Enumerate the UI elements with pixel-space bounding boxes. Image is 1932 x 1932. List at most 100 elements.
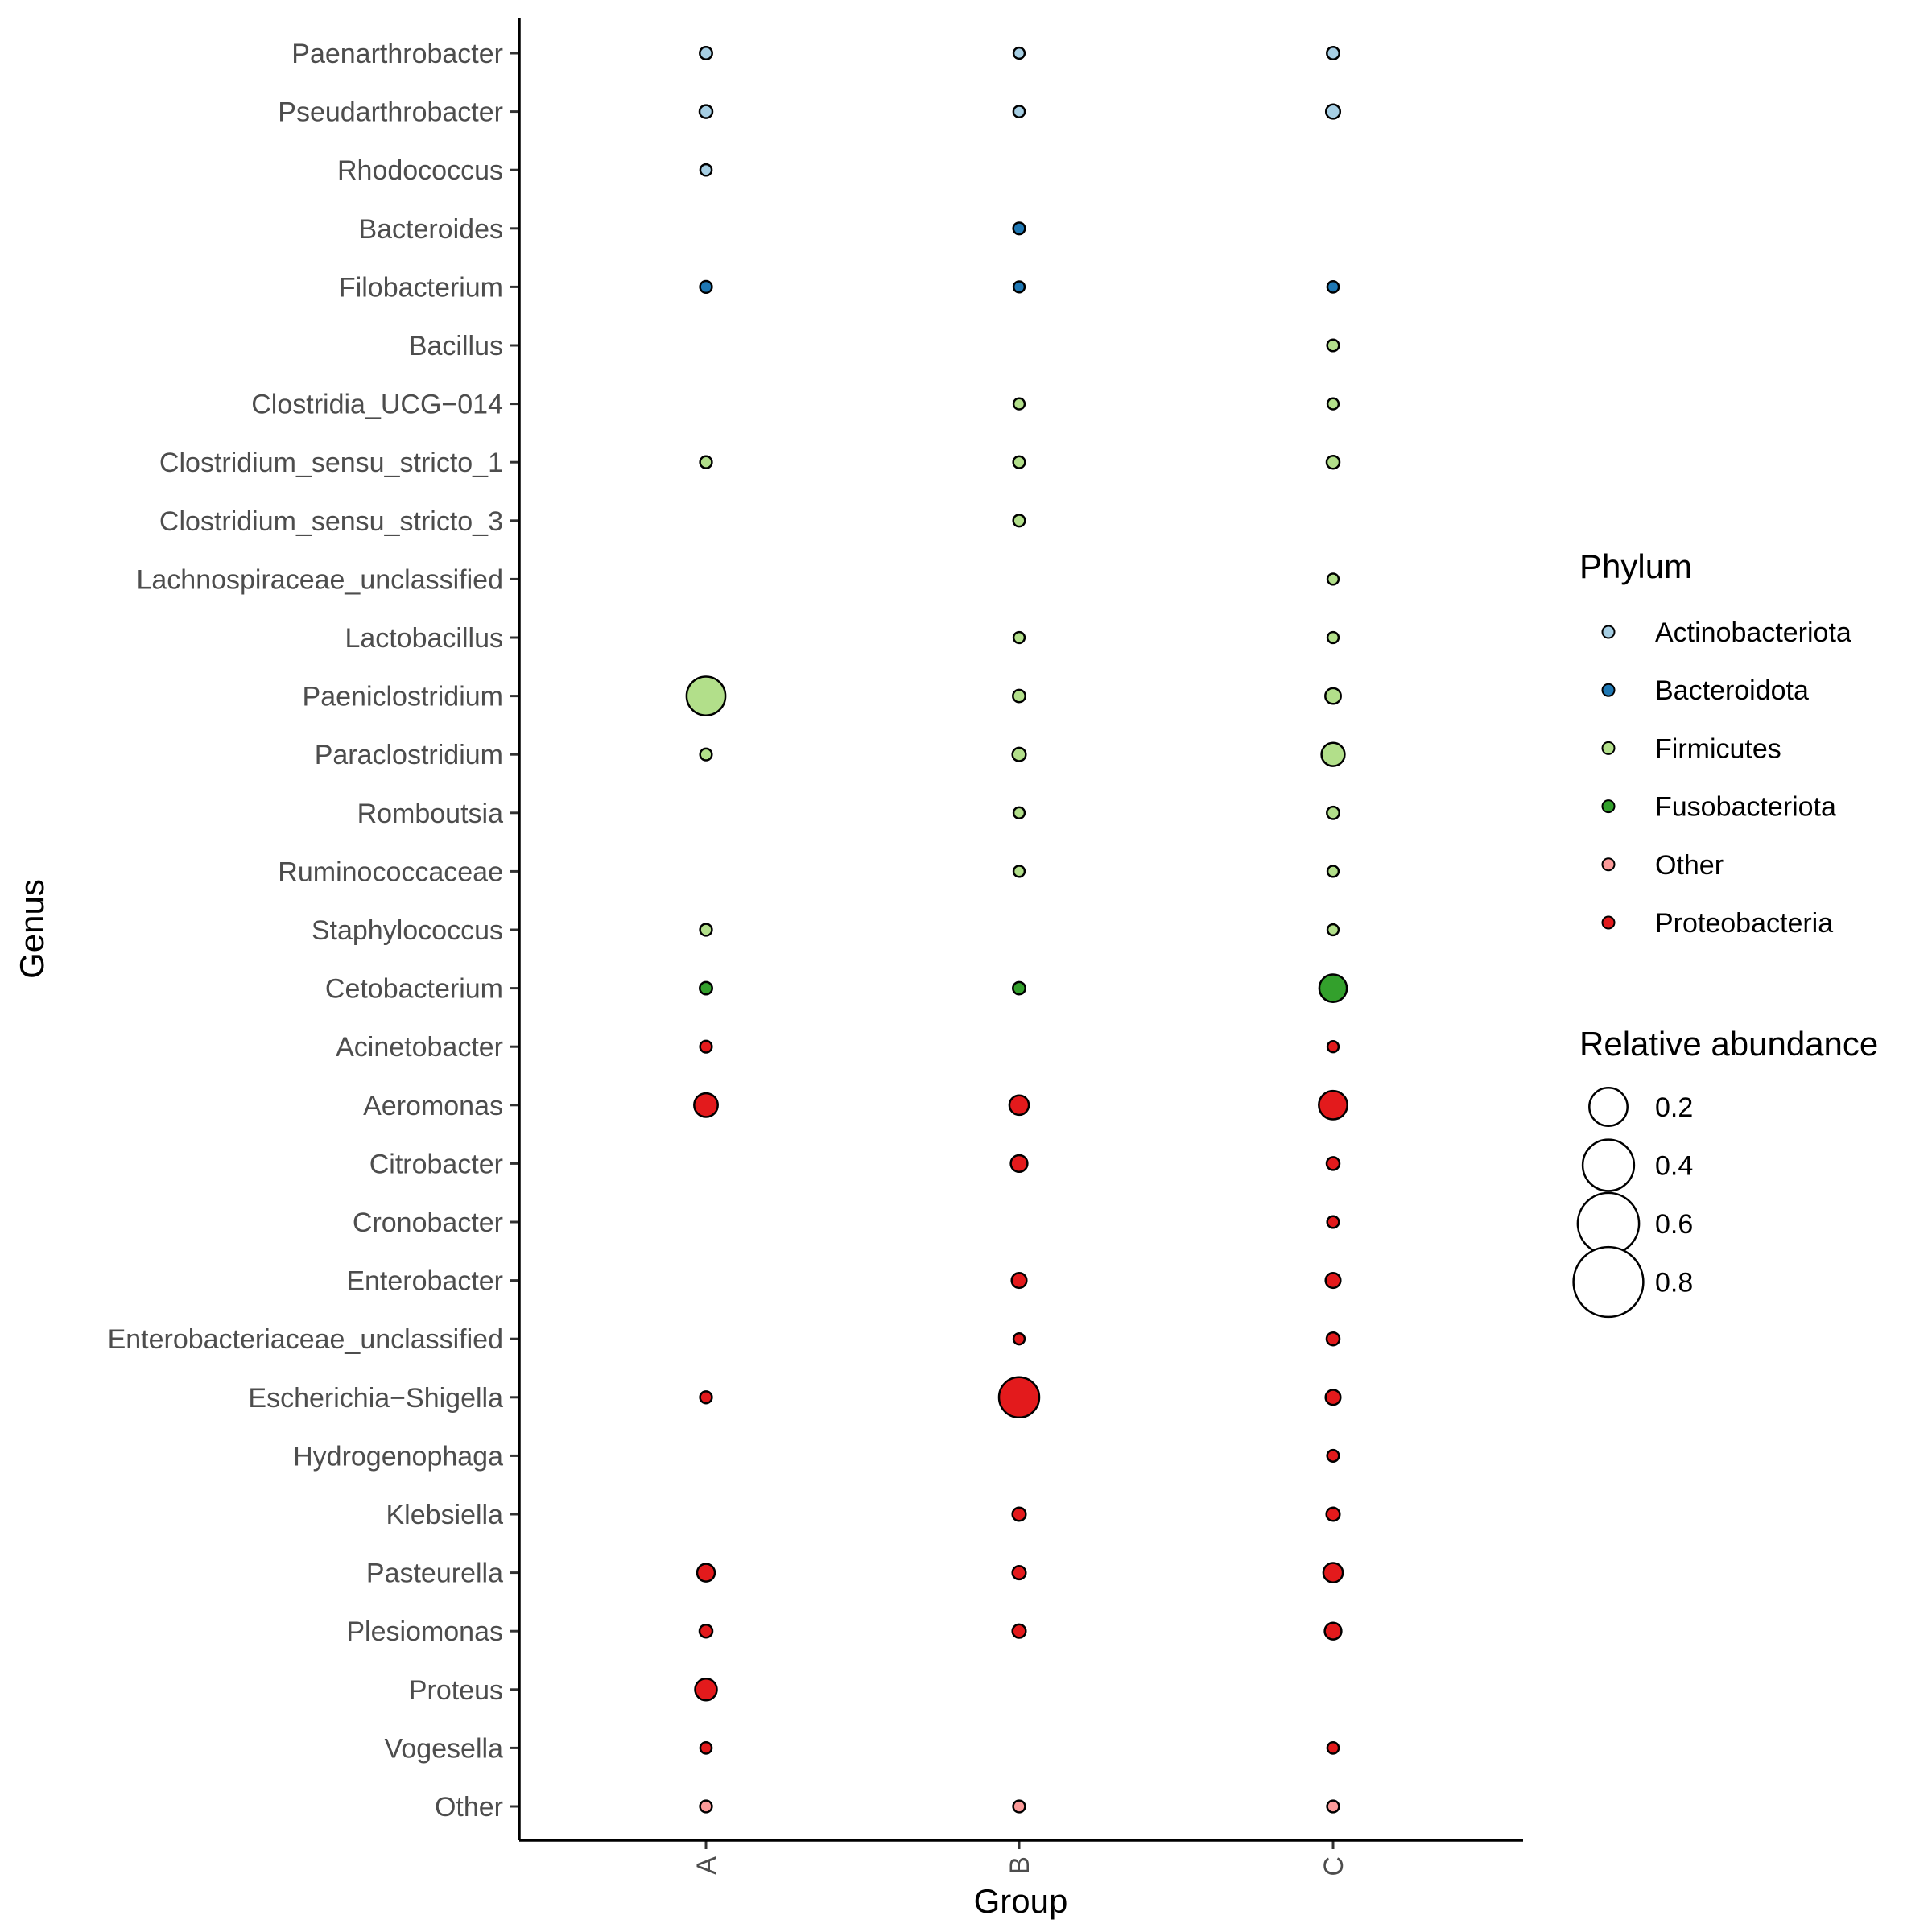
point-paeniclostridium-a xyxy=(685,675,727,716)
point-proteus-a xyxy=(694,1678,718,1702)
legend-label-firmicutes: Firmicutes xyxy=(1655,733,1781,764)
point-aeromonas-b xyxy=(1008,1094,1030,1117)
y-tick-label-aeromonas: Aeromonas xyxy=(363,1091,503,1121)
point-paenarthrobacter-a xyxy=(699,46,713,60)
y-tick-label-romboutsia: Romboutsia xyxy=(357,799,504,829)
size-legend-label: 0.4 xyxy=(1655,1151,1693,1182)
point-vogesella-c xyxy=(1326,1741,1340,1755)
point-cetobacterium-b xyxy=(1012,980,1026,996)
y-tick-label-cronobacter: Cronobacter xyxy=(353,1208,503,1238)
y-tick-label-paenarthrobacter: Paenarthrobacter xyxy=(291,39,503,69)
point-escherichia-shigella-a xyxy=(699,1390,713,1405)
point-paraclostridium-b xyxy=(1011,746,1027,762)
y-tick-label-vogesella: Vogesella xyxy=(385,1733,504,1764)
point-enterobacteriaceae-unclassified-c xyxy=(1325,1331,1341,1347)
size-legend-key xyxy=(1581,1138,1636,1192)
point-cetobacterium-c xyxy=(1318,973,1348,1003)
x-axis-title: Group xyxy=(974,1882,1068,1920)
point-enterobacter-b xyxy=(1010,1272,1028,1290)
y-tick-label-bacteroides: Bacteroides xyxy=(358,214,503,245)
legend-label-bacteroidota: Bacteroidota xyxy=(1655,675,1809,706)
point-rhodococcus-a xyxy=(699,163,713,177)
point-pseudarthrobacter-c xyxy=(1324,103,1342,120)
x-axis-ticks: A B C xyxy=(691,1840,1349,1876)
x-tick-label-a: A xyxy=(691,1856,722,1875)
point-other-b xyxy=(1012,1799,1026,1814)
point-romboutsia-b xyxy=(1012,806,1026,819)
point-ruminococcaceae-b xyxy=(1012,865,1026,878)
legend-label-fusobacteriota: Fusobacteriota xyxy=(1655,792,1836,823)
point-escherichia-shigella-b xyxy=(997,1376,1041,1419)
point-filobacterium-c xyxy=(1326,280,1340,294)
y-axis-ticks: Paenarthrobacter Pseudarthrobacter Rhodoco… xyxy=(108,39,519,1823)
y-tick-label-cetobacterium: Cetobacterium xyxy=(325,974,503,1005)
y-tick-label-rhodococcus: Rhodococcus xyxy=(337,155,503,186)
size-legend-label: 0.6 xyxy=(1655,1209,1693,1240)
point-paeniclostridium-b xyxy=(1012,688,1026,704)
y-tick-label-pseudarthrobacter: Pseudarthrobacter xyxy=(278,97,503,128)
point-lactobacillus-c xyxy=(1326,630,1340,645)
y-tick-label-staphylococcus: Staphylococcus xyxy=(312,915,503,946)
y-tick-label-lactobacillus: Lactobacillus xyxy=(345,623,503,654)
point-staphylococcus-c xyxy=(1326,923,1340,937)
legend-key-firmicutes xyxy=(1601,741,1616,755)
point-acinetobacter-c xyxy=(1326,1040,1340,1054)
legend-key-fusobacteriota xyxy=(1601,799,1616,814)
point-klebsiella-b xyxy=(1011,1506,1027,1522)
point-aeromonas-c xyxy=(1318,1089,1348,1121)
point-pasteurella-b xyxy=(1011,1565,1027,1581)
point-pseudarthrobacter-b xyxy=(1012,105,1026,118)
size-legend-key xyxy=(1588,1087,1629,1127)
point-other-c xyxy=(1326,1799,1340,1814)
point-lactobacillus-b xyxy=(1012,630,1026,645)
point-enterobacteriaceae-unclassified-b xyxy=(1012,1332,1026,1346)
size-legend-items: 0.2 0.4 0.6 0.8 xyxy=(1572,1087,1693,1319)
point-paenarthrobacter-c xyxy=(1326,46,1340,60)
point-paenarthrobacter-b xyxy=(1012,46,1026,60)
y-tick-label-filobacterium: Filobacterium xyxy=(339,272,503,303)
y-tick-label-clostridium-sensu-stricto-1: Clostridium_sensu_stricto_1 xyxy=(159,448,503,478)
y-tick-label-ruminococcaceae: Ruminococcaceae xyxy=(278,857,503,887)
point-aeromonas-a xyxy=(693,1092,719,1118)
point-enterobacter-c xyxy=(1324,1272,1342,1290)
point-pasteurella-c xyxy=(1322,1562,1344,1583)
point-paraclostridium-c xyxy=(1320,741,1346,767)
point-clostridia-ucg-014-c xyxy=(1326,397,1340,411)
size-legend-label: 0.8 xyxy=(1655,1268,1693,1298)
point-cronobacter-c xyxy=(1326,1215,1340,1229)
y-tick-label-klebsiella: Klebsiella xyxy=(386,1500,503,1530)
point-other-a xyxy=(699,1799,713,1814)
point-paeniclostridium-c xyxy=(1324,687,1342,705)
point-hydrogenophaga-c xyxy=(1326,1448,1340,1463)
y-tick-label-enterobacteriaceae-unclassified: Enterobacteriaceae_unclassified xyxy=(108,1324,503,1355)
y-tick-label-paraclostridium: Paraclostridium xyxy=(315,740,503,770)
y-tick-label-escherichia-shigella: Escherichia−Shigella xyxy=(248,1383,503,1414)
point-escherichia-shigella-c xyxy=(1324,1389,1342,1406)
phylum-legend-items: Actinobacteriota Bacteroidota Firmicutes Fu… xyxy=(1601,617,1852,939)
point-ruminococcaceae-c xyxy=(1326,865,1340,878)
y-axis-title: Genus xyxy=(13,879,51,979)
y-tick-label-proteus: Proteus xyxy=(409,1675,503,1706)
point-vogesella-a xyxy=(699,1741,713,1755)
point-filobacterium-a xyxy=(699,279,713,295)
legend-label-actinobacteriota: Actinobacteriota xyxy=(1655,617,1852,648)
legend-key-actinobacteriota xyxy=(1601,625,1616,639)
legend-label-proteobacteria: Proteobacteria xyxy=(1655,908,1833,939)
data-points xyxy=(685,46,1348,1814)
size-legend-label: 0.2 xyxy=(1655,1092,1693,1123)
point-staphylococcus-a xyxy=(699,923,713,937)
point-bacteroides-b xyxy=(1012,221,1026,236)
phylum-legend-title: Phylum xyxy=(1579,547,1692,585)
y-tick-label-paeniclostridium: Paeniclostridium xyxy=(303,682,503,712)
y-tick-label-enterobacter: Enterobacter xyxy=(346,1266,503,1297)
y-tick-label-hydrogenophaga: Hydrogenophaga xyxy=(293,1441,503,1472)
point-paraclostridium-a xyxy=(699,747,713,762)
y-tick-label-citrobacter: Citrobacter xyxy=(369,1149,503,1179)
y-tick-label-clostridia-ucg-014: Clostridia_UCG−014 xyxy=(251,390,503,420)
point-clostridium-sensu-stricto-3-b xyxy=(1012,514,1026,528)
y-tick-label-bacillus: Bacillus xyxy=(409,331,503,361)
legend-label-other: Other xyxy=(1655,850,1724,881)
legend-key-other xyxy=(1601,857,1616,872)
